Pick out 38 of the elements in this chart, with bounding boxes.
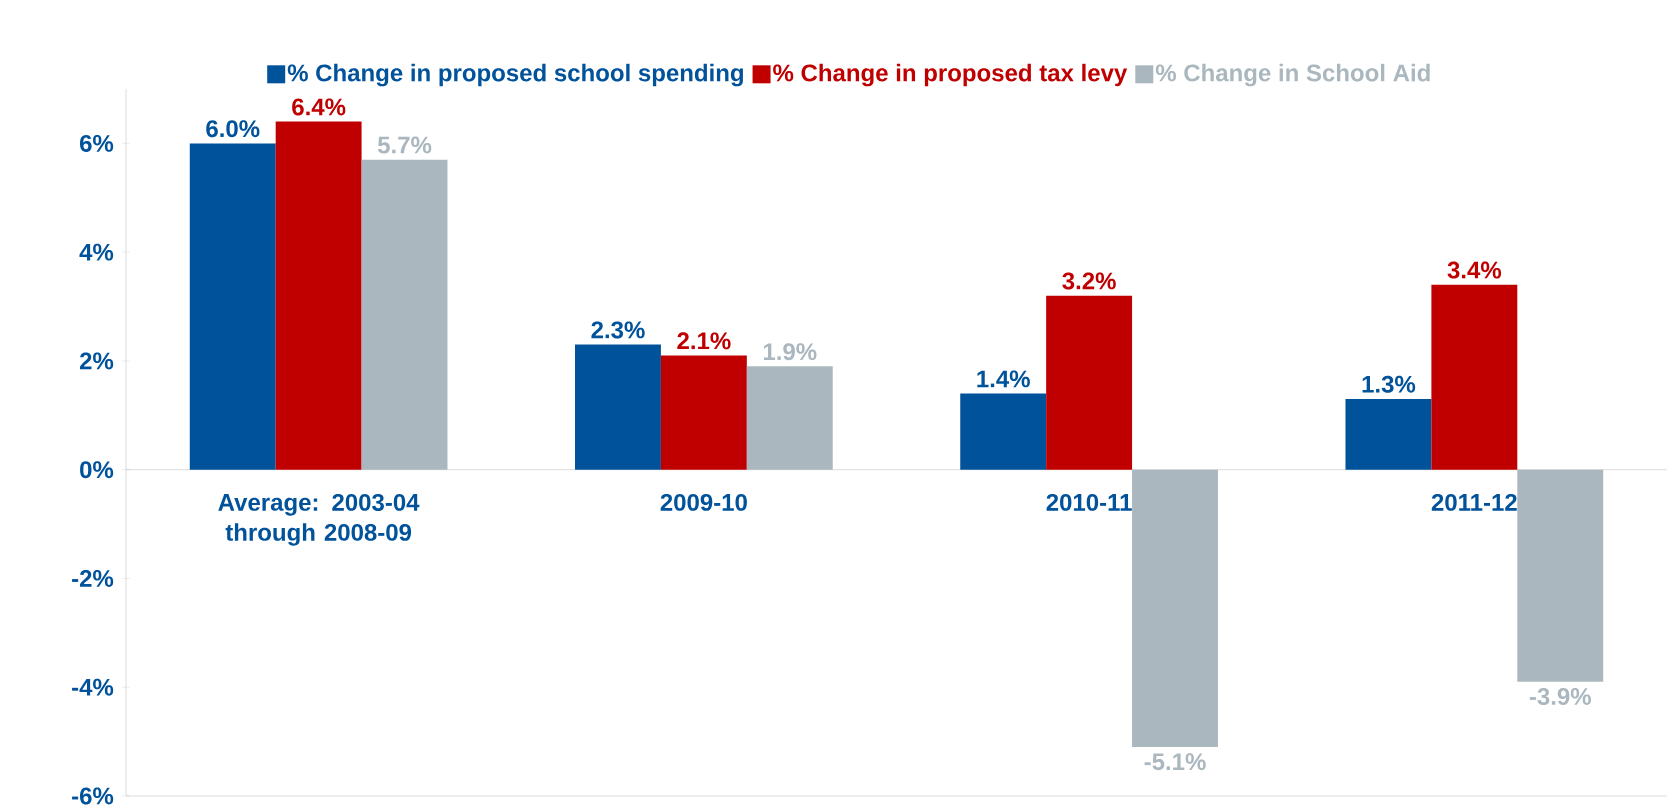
y-tick-label: -6% xyxy=(72,787,114,805)
data-label: 1.3% xyxy=(1362,375,1416,393)
bar xyxy=(1046,295,1133,470)
bar xyxy=(361,159,448,470)
bar xyxy=(575,344,661,470)
data-label: 5.7% xyxy=(377,136,432,154)
x-tick-label: 2009-10 xyxy=(660,493,747,511)
data-label: 1.9% xyxy=(763,343,817,361)
legend-label: % Change in proposed school spending xyxy=(287,63,743,87)
data-label: 1.4% xyxy=(977,370,1030,388)
data-label: 3.2% xyxy=(1062,272,1116,290)
bar xyxy=(189,143,276,470)
legend-label: % Change in proposed tax levy xyxy=(773,63,1128,87)
y-tick-label: 6% xyxy=(80,134,114,152)
y-tick-label: 0% xyxy=(80,461,114,479)
bar xyxy=(275,121,362,470)
x-tick-label: 2011-12 xyxy=(1431,493,1517,511)
bar xyxy=(660,355,747,470)
data-label: 6.4% xyxy=(292,98,346,116)
bar xyxy=(746,366,833,470)
legend-label: % Change in School Aid xyxy=(1155,63,1430,87)
data-label: 2.1% xyxy=(677,332,731,350)
data-label: 6.0% xyxy=(206,120,260,138)
data-label: 2.3% xyxy=(591,321,645,339)
data-label: -3.9% xyxy=(1529,687,1591,705)
x-tick-label: Average: 2003-04 through 2008-09 xyxy=(218,493,420,546)
data-label: -5.1% xyxy=(1144,753,1206,771)
data-label: 3.4% xyxy=(1447,261,1502,279)
y-tick-label: -2% xyxy=(72,569,114,587)
x-tick-label: 2010-11 xyxy=(1046,493,1132,511)
bar xyxy=(960,393,1047,470)
bar xyxy=(1132,469,1218,748)
bar xyxy=(1345,398,1432,470)
bar xyxy=(1517,469,1604,682)
y-tick-label: 4% xyxy=(79,243,114,261)
bar xyxy=(1431,284,1518,470)
y-tick-label: -4% xyxy=(72,678,114,696)
y-tick-label: 2% xyxy=(79,352,114,370)
